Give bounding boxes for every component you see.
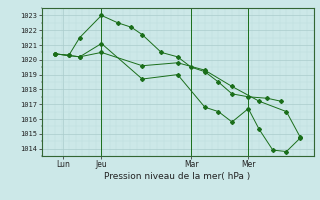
X-axis label: Pression niveau de la mer( hPa ): Pression niveau de la mer( hPa ) — [104, 172, 251, 181]
